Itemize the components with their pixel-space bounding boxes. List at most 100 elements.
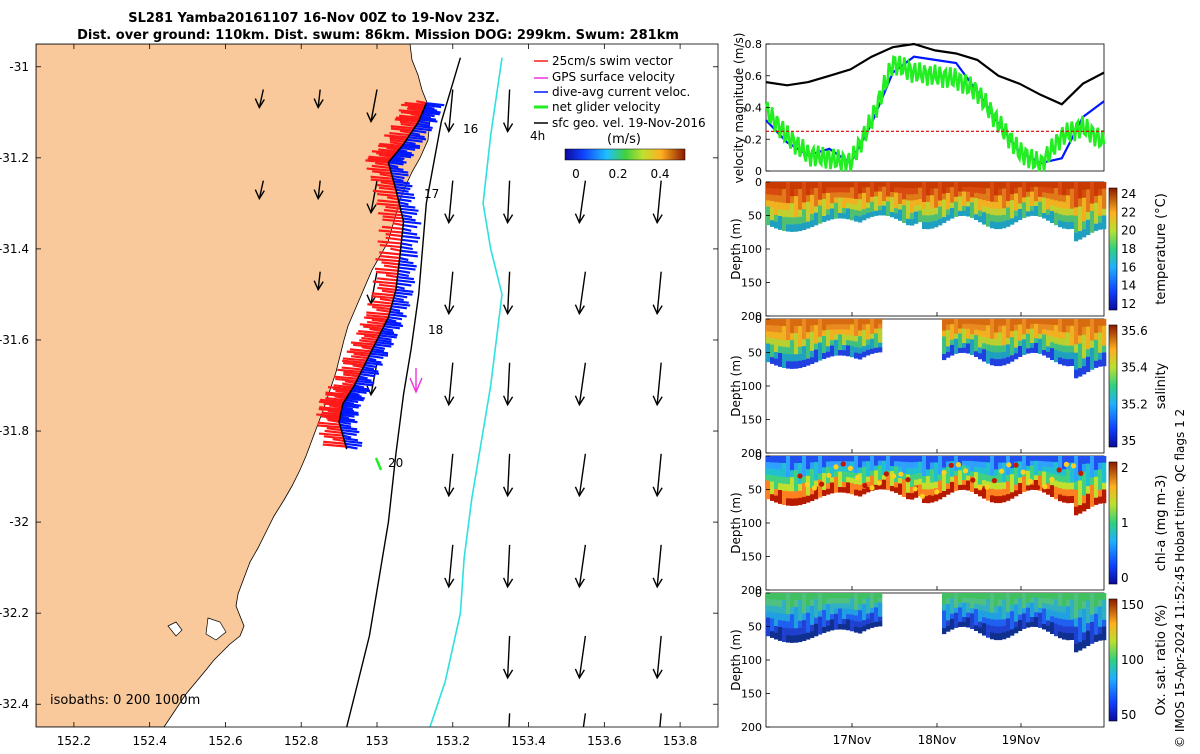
section-0-cell bbox=[970, 207, 975, 213]
section-0-cell bbox=[1038, 186, 1043, 193]
section-0-cell bbox=[1062, 182, 1067, 189]
section-1-cell bbox=[982, 331, 987, 338]
section-2-cell bbox=[866, 481, 871, 488]
section-0-cell bbox=[870, 206, 875, 212]
section-0-cell bbox=[1062, 195, 1067, 203]
section-0-cell bbox=[878, 191, 883, 197]
swim-vector-blue-56 bbox=[401, 242, 413, 247]
section-3-cell bbox=[1042, 608, 1047, 614]
section-0-cell bbox=[806, 188, 811, 196]
swim-vector-blue-1 bbox=[425, 103, 442, 109]
section-0-cell bbox=[902, 187, 907, 194]
section-0-cell bbox=[798, 209, 803, 218]
section-0-cell bbox=[822, 187, 827, 194]
section-0-cell bbox=[938, 182, 943, 189]
section-0-cell bbox=[1054, 182, 1059, 189]
section-2-cell bbox=[858, 473, 863, 480]
section-1-cell bbox=[958, 319, 963, 325]
section-3-cell bbox=[802, 613, 807, 621]
section-0-cell bbox=[818, 211, 823, 218]
section-0-cell bbox=[802, 188, 807, 196]
section-0-cell bbox=[786, 210, 791, 218]
section-2-cell bbox=[822, 456, 827, 462]
section-3-cell bbox=[794, 621, 799, 629]
section-1-cell bbox=[814, 331, 819, 338]
swim-vector-red-17 bbox=[384, 134, 409, 139]
section-0-cell bbox=[866, 197, 871, 203]
section-0-cell bbox=[854, 187, 859, 194]
section-0-cell bbox=[794, 217, 799, 225]
section-0-cell bbox=[782, 209, 787, 218]
section-0-cell bbox=[854, 215, 859, 222]
section-2-cell bbox=[1082, 463, 1087, 473]
section-3-cell bbox=[822, 604, 827, 611]
section-3-cbtick-1: 100 bbox=[1121, 653, 1144, 667]
chl-dot-20 bbox=[941, 469, 947, 476]
section-0-cell bbox=[1098, 215, 1103, 223]
section-3-cell bbox=[810, 593, 815, 600]
section-3-cell bbox=[1078, 593, 1083, 602]
section-1-cell bbox=[966, 333, 971, 339]
section-2-cell bbox=[1074, 481, 1079, 490]
section-1-cell bbox=[878, 319, 883, 324]
section-2-cell bbox=[1038, 475, 1043, 481]
section-1-cell bbox=[946, 341, 951, 347]
section-2-cell bbox=[910, 468, 915, 475]
swim-vector-red-56 bbox=[377, 240, 402, 245]
section-2-cell bbox=[818, 485, 823, 492]
land-area bbox=[36, 44, 431, 727]
swim-vector-blue-114 bbox=[349, 391, 360, 396]
section-1-cell bbox=[1038, 333, 1043, 339]
section-2-cell bbox=[954, 456, 959, 462]
section-2-cell bbox=[802, 476, 807, 484]
section-0-cell bbox=[1002, 195, 1007, 202]
section-1-cell bbox=[1074, 369, 1079, 379]
section-1-cell bbox=[1050, 348, 1055, 355]
map-xtick-label-0: 152.2 bbox=[57, 734, 91, 748]
section-0-ytick-label-1: 50 bbox=[748, 210, 762, 223]
section-3-cell bbox=[858, 616, 863, 622]
section-2-cell bbox=[822, 484, 827, 491]
section-3-cell bbox=[1078, 617, 1083, 626]
section-0-cell bbox=[790, 210, 795, 218]
section-0-cell bbox=[878, 186, 883, 192]
section-0-colorbar bbox=[1108, 187, 1118, 311]
section-0-cell bbox=[1002, 182, 1007, 189]
section-2-cell bbox=[998, 482, 1003, 490]
swim-vector-red-2 bbox=[401, 103, 425, 108]
section-1-cell bbox=[1102, 319, 1107, 326]
swim-vector-red-19 bbox=[389, 138, 406, 143]
section-0-cell bbox=[934, 201, 939, 208]
section-1-cell bbox=[830, 345, 835, 352]
section-1-cell bbox=[1078, 343, 1083, 352]
section-3-cell bbox=[802, 599, 807, 607]
section-0-cell bbox=[1070, 222, 1075, 229]
section-1-cell bbox=[986, 325, 991, 332]
section-0-cell bbox=[858, 205, 863, 211]
section-2-cell bbox=[806, 495, 811, 503]
swim-vector-blue-135 bbox=[342, 434, 352, 439]
section-1-cell bbox=[818, 324, 823, 332]
section-0-cell bbox=[886, 182, 891, 188]
section-0-cell bbox=[842, 213, 847, 219]
swim-vector-red-123 bbox=[319, 406, 342, 411]
section-3-cell bbox=[1010, 599, 1015, 606]
swim-vector-blue-43 bbox=[398, 198, 412, 203]
section-3-cell bbox=[798, 627, 803, 636]
section-0-cell bbox=[930, 201, 935, 209]
section-2-cell bbox=[918, 490, 923, 497]
section-3-cell bbox=[954, 593, 959, 599]
section-3-cell bbox=[994, 613, 999, 621]
section-1-cell bbox=[866, 334, 871, 340]
section-3-cell bbox=[1070, 593, 1075, 600]
section-0-cell bbox=[1066, 202, 1071, 210]
section-3-cell bbox=[1038, 607, 1043, 613]
section-3-cell bbox=[806, 593, 811, 600]
section-2-cell bbox=[870, 480, 875, 486]
swim-vector-blue-133 bbox=[341, 429, 360, 434]
section-2-cell bbox=[858, 479, 863, 485]
section-3-cell bbox=[858, 598, 863, 605]
section-0-cell bbox=[818, 199, 823, 206]
section-3-cell bbox=[842, 598, 847, 604]
section-3-cell bbox=[794, 628, 799, 636]
